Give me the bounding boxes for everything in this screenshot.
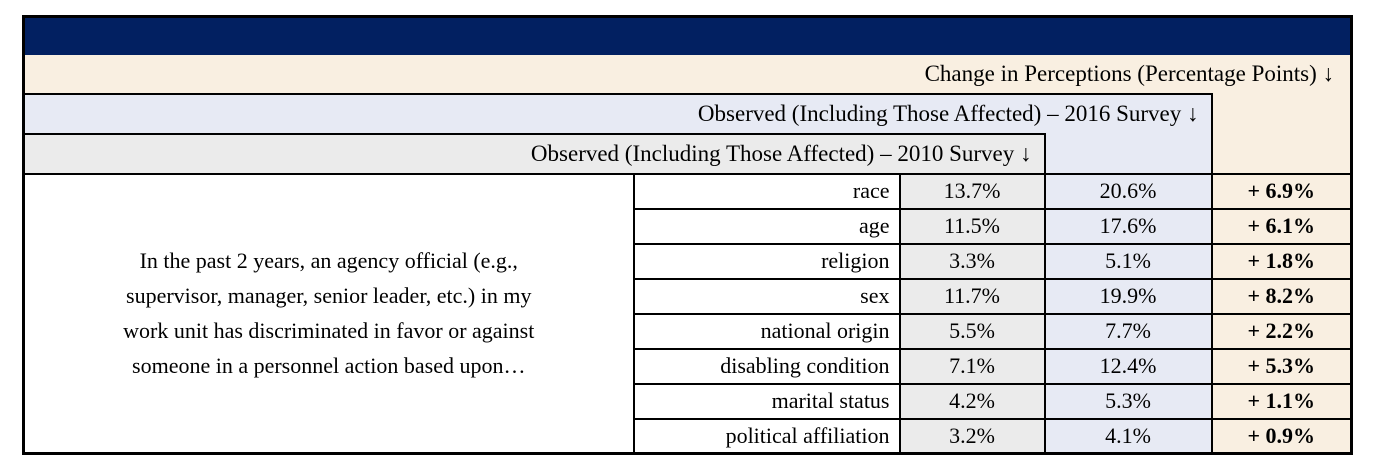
value-2016-marital-status: 5.3% xyxy=(1043,382,1213,420)
category-cell-religion: religion xyxy=(632,242,901,280)
value-2016-religion: 5.1% xyxy=(1043,242,1213,280)
value-change-national-origin: + 2.2% xyxy=(1210,312,1353,350)
question-line-1: In the past 2 years, an agency official … xyxy=(139,248,518,274)
value-2010-age: 11.5% xyxy=(898,207,1046,245)
category-cell-disabling-condition: disabling condition xyxy=(632,347,901,385)
question-line-3: work unit has discriminated in favor or … xyxy=(123,318,535,344)
category-cell-sex: sex xyxy=(632,277,901,315)
table-title-bar xyxy=(23,16,1352,55)
category-cell-national-origin: national origin xyxy=(632,312,901,350)
value-2010-national-origin: 5.5% xyxy=(898,312,1046,350)
value-change-race: + 6.9% xyxy=(1210,172,1353,210)
value-2010-political-affiliation: 3.2% xyxy=(898,417,1046,455)
value-change-marital-status: + 1.1% xyxy=(1210,382,1353,420)
header-change-column: Change in Perceptions (Percentage Points… xyxy=(23,54,1352,94)
value-2010-race: 13.7% xyxy=(898,172,1046,210)
survey-2016-column-spacer xyxy=(1044,133,1212,175)
header-2010-survey-column: Observed (Including Those Affected) – 20… xyxy=(23,132,1046,175)
value-change-disabling-condition: + 5.3% xyxy=(1210,347,1353,385)
value-2010-sex: 11.7% xyxy=(898,277,1046,315)
question-line-4: someone in a personnel action based upon… xyxy=(132,353,526,379)
value-2016-disabling-condition: 12.4% xyxy=(1043,347,1213,385)
value-2016-national-origin: 7.7% xyxy=(1043,312,1213,350)
value-change-age: + 6.1% xyxy=(1210,207,1353,245)
survey-question-text: In the past 2 years, an agency official … xyxy=(23,173,635,454)
value-change-religion: + 1.8% xyxy=(1210,242,1353,280)
question-line-2: supervisor, manager, senior leader, etc.… xyxy=(126,283,532,309)
header-2016-survey-column: Observed (Including Those Affected) – 20… xyxy=(23,92,1213,134)
value-change-political-affiliation: + 0.9% xyxy=(1210,417,1353,455)
category-cell-age: age xyxy=(632,207,901,245)
value-2016-political-affiliation: 4.1% xyxy=(1043,417,1213,455)
value-2010-disabling-condition: 7.1% xyxy=(898,347,1046,385)
value-2010-religion: 3.3% xyxy=(898,242,1046,280)
discrimination-perceptions-table: Change in Perceptions (Percentage Points… xyxy=(22,15,1354,455)
change-column-spacer xyxy=(1210,93,1352,175)
category-cell-political-affiliation: political affiliation xyxy=(632,417,901,455)
value-2016-age: 17.6% xyxy=(1043,207,1213,245)
value-change-sex: + 8.2% xyxy=(1210,277,1353,315)
value-2016-sex: 19.9% xyxy=(1043,277,1213,315)
category-cell-marital-status: marital status xyxy=(632,382,901,420)
category-cell-race: race xyxy=(632,172,901,210)
value-2010-marital-status: 4.2% xyxy=(898,382,1046,420)
value-2016-race: 20.6% xyxy=(1043,172,1213,210)
